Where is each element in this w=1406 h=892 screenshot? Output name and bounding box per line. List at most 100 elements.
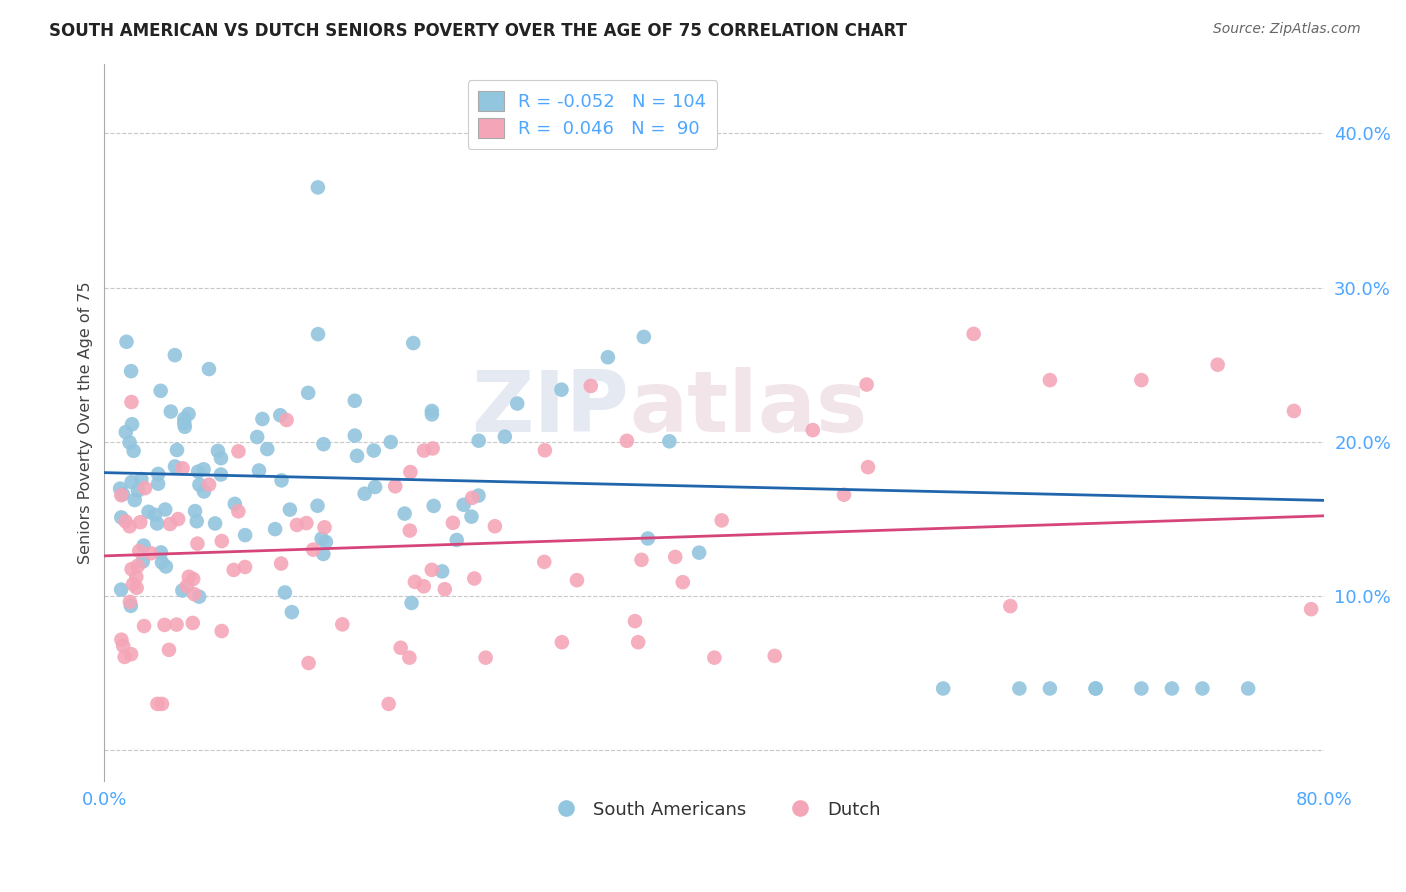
Point [616,434,638,448]
Point [233,560,256,574]
Point [146,467,169,481]
Point [446,533,468,547]
Point [120,647,142,661]
Point [311,532,333,546]
Point [627,635,650,649]
Point [193,484,215,499]
Point [276,413,298,427]
Point [127,483,149,498]
Point [380,435,402,450]
Point [312,547,335,561]
Point [353,486,375,500]
Point [343,393,366,408]
Point [269,409,291,423]
Point [209,467,232,482]
Point [176,579,198,593]
Point [460,509,482,524]
Point [422,442,444,456]
Point [1282,404,1305,418]
Point [153,502,176,516]
Point [1039,373,1062,387]
Point [149,384,172,398]
Point [703,650,725,665]
Point [389,640,412,655]
Point [139,546,162,560]
Point [183,587,205,601]
Text: SOUTH AMERICAN VS DUTCH SENIORS POVERTY OVER THE AGE OF 75 CORRELATION CHART: SOUTH AMERICAN VS DUTCH SENIORS POVERTY … [49,22,907,40]
Point [630,553,652,567]
Point [181,615,204,630]
Point [129,472,152,486]
Point [285,518,308,533]
Point [550,383,572,397]
Point [377,697,399,711]
Point [596,351,619,365]
Point [120,599,142,613]
Point [228,444,250,458]
Point [115,334,138,349]
Point [404,574,426,589]
Point [110,632,132,647]
Point [551,635,574,649]
Point [672,575,695,590]
Point [433,582,456,597]
Point [315,535,337,549]
Point [307,180,329,194]
Point [122,443,145,458]
Point [114,425,136,439]
Point [364,480,387,494]
Point [159,404,181,418]
Point [637,532,659,546]
Point [1160,681,1182,696]
Point [461,491,484,505]
Point [467,434,489,448]
Point [186,514,208,528]
Point [278,502,301,516]
Point [474,650,496,665]
Point [412,579,434,593]
Point [204,516,226,531]
Point [270,474,292,488]
Point [579,379,602,393]
Point [1206,358,1229,372]
Point [1084,681,1107,696]
Point [384,479,406,493]
Point [312,437,335,451]
Point [124,493,146,508]
Point [264,522,287,536]
Point [187,465,209,479]
Point [110,488,132,502]
Point [346,449,368,463]
Point [207,444,229,458]
Point [932,681,955,696]
Point [398,524,420,538]
Point [1008,681,1031,696]
Point [297,656,319,670]
Point [295,516,318,530]
Point [166,443,188,458]
Point [110,510,132,524]
Point [856,460,879,475]
Point [186,536,208,550]
Point [233,528,256,542]
Point [173,416,195,430]
Point [188,477,211,491]
Point [153,618,176,632]
Point [125,570,148,584]
Point [198,477,221,491]
Point [658,434,681,449]
Point [763,648,786,663]
Point [155,559,177,574]
Point [565,573,588,587]
Point [467,489,489,503]
Point [111,487,134,501]
Point [167,512,190,526]
Point [118,435,141,450]
Point [688,546,710,560]
Point [177,570,200,584]
Point [211,624,233,638]
Point [1000,599,1022,613]
Point [664,549,686,564]
Point [422,499,444,513]
Point [855,377,877,392]
